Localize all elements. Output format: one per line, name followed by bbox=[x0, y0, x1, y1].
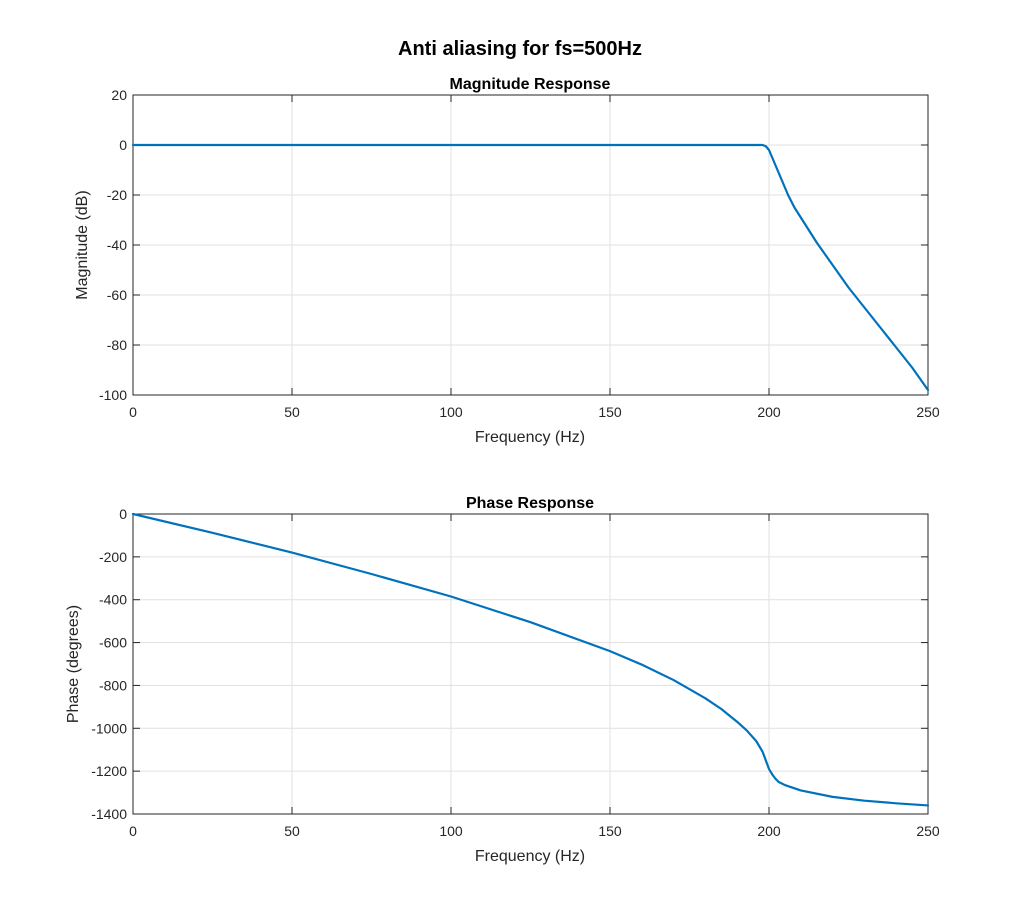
phase-ytick-label: -600 bbox=[99, 635, 127, 651]
phase-ytick-label: -800 bbox=[99, 677, 127, 693]
phase-ytick-label: -400 bbox=[99, 592, 127, 608]
magnitude-ytick-label: -80 bbox=[107, 337, 127, 353]
phase-xtick-label: 150 bbox=[598, 823, 622, 839]
phase-ylabel: Phase (degrees) bbox=[65, 605, 82, 723]
magnitude-xtick-label: 100 bbox=[439, 404, 463, 420]
phase-xlabel: Frequency (Hz) bbox=[475, 848, 585, 865]
phase-plot: Phase Response 0 50 100 150 200 250 0 -200 -400 -… bbox=[65, 495, 940, 865]
magnitude-ytick-label: 0 bbox=[119, 137, 127, 153]
phase-xtick-label: 100 bbox=[439, 823, 463, 839]
magnitude-ytick-label: -20 bbox=[107, 187, 127, 203]
magnitude-ytick-label: -40 bbox=[107, 237, 127, 253]
phase-ytick-label: -1000 bbox=[91, 720, 127, 736]
magnitude-plot: Magnitude Response 0 50 100 150 200 250200-20… bbox=[74, 76, 940, 446]
phase-series-line bbox=[131, 512, 930, 807]
phase-ytick-label: -1400 bbox=[91, 806, 127, 822]
magnitude-xtick-label: 200 bbox=[757, 404, 781, 420]
magnitude-ytick-label: -100 bbox=[99, 387, 127, 403]
magnitude-plot-title: Magnitude Response bbox=[450, 76, 611, 93]
magnitude-xlabel: Frequency (Hz) bbox=[475, 429, 585, 446]
figure-title: Anti aliasing for fs=500Hz bbox=[398, 38, 642, 60]
magnitude-ytick-label: -60 bbox=[107, 287, 127, 303]
magnitude-xtick-label: 0 bbox=[129, 404, 137, 420]
phase-xtick-label: 200 bbox=[757, 823, 781, 839]
phase-ytick-label: -1200 bbox=[91, 763, 127, 779]
magnitude-ylabel: Magnitude (dB) bbox=[74, 190, 91, 299]
phase-xtick-label: 0 bbox=[129, 823, 137, 839]
magnitude-xtick-label: 250 bbox=[916, 404, 940, 420]
magnitude-ytick-label: 20 bbox=[111, 87, 127, 103]
phase-ytick-label: 0 bbox=[119, 506, 127, 522]
magnitude-series-line bbox=[131, 143, 930, 392]
phase-xtick-label: 250 bbox=[916, 823, 940, 839]
phase-axes-box bbox=[132, 513, 929, 815]
magnitude-axes-box bbox=[132, 94, 929, 396]
phase-ytick-label: -200 bbox=[99, 549, 127, 565]
magnitude-xtick-label: 150 bbox=[598, 404, 622, 420]
magnitude-xtick-label: 50 bbox=[284, 404, 300, 420]
phase-xtick-label: 50 bbox=[284, 823, 300, 839]
phase-plot-title: Phase Response bbox=[466, 495, 594, 512]
